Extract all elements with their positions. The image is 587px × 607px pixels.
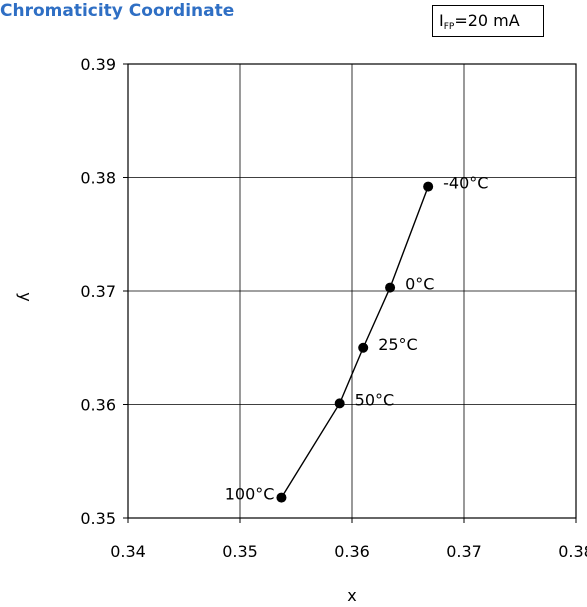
data-point (423, 181, 434, 192)
chart-title: Chromaticity Coordinate (0, 1, 235, 21)
y-tick-label: 0.35 (80, 509, 116, 528)
condition-box: IFP=20 mA (432, 5, 544, 37)
data-series: -40°C 0°C 25°C 50°C 100°C (225, 174, 489, 504)
condition-value: =20 mA (454, 11, 520, 30)
x-axis-ticks: 0.34 0.35 0.36 0.37 0.38 (110, 518, 587, 561)
x-tick-label: 0.37 (446, 542, 482, 561)
x-tick-label: 0.36 (334, 542, 370, 561)
data-point (358, 342, 369, 353)
point-label: 50°C (355, 390, 395, 409)
condition-symbol: I (439, 11, 444, 30)
x-tick-label: 0.34 (110, 542, 146, 561)
x-axis-title: x (347, 586, 356, 605)
point-label: 0°C (405, 275, 434, 294)
x-tick-label: 0.35 (222, 542, 258, 561)
data-point (334, 398, 345, 409)
y-tick-label: 0.38 (80, 169, 116, 188)
point-label: -40°C (443, 174, 488, 193)
data-point (276, 492, 287, 503)
grid-lines (128, 64, 576, 518)
point-label: 25°C (378, 335, 418, 354)
data-point (385, 282, 396, 293)
condition-subscript: FP (443, 22, 455, 32)
y-tick-label: 0.39 (80, 55, 116, 74)
point-label: 100°C (225, 485, 275, 504)
y-tick-label: 0.37 (80, 282, 116, 301)
y-axis-title: y (16, 292, 35, 301)
y-axis-ticks: 0.35 0.36 0.37 0.38 0.39 (80, 55, 128, 528)
y-tick-label: 0.36 (80, 396, 116, 415)
x-tick-label: 0.38 (558, 542, 587, 561)
